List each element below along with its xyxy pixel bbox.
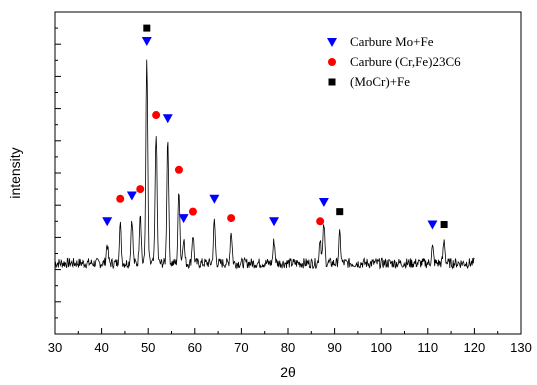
- legend-marker: [327, 38, 337, 47]
- x-ticks: 30 40 50 60 70 80 90 100 110 120 130: [48, 328, 532, 355]
- x-tick-label: 100: [370, 340, 392, 355]
- marker-triangle-down: [102, 217, 113, 227]
- x-axis-label: 2θ: [280, 364, 296, 380]
- legend-entry: Carbure Mo+Fe: [350, 34, 434, 49]
- marker-circle: [316, 217, 325, 226]
- marker-triangle-down: [318, 197, 329, 207]
- marker-square: [336, 208, 344, 216]
- y-axis-label: intensity: [7, 147, 23, 198]
- x-tick-label: 110: [417, 340, 438, 355]
- marker-triangle-down: [269, 217, 280, 227]
- marker-circle: [116, 194, 125, 203]
- marker-triangle-down: [141, 36, 152, 46]
- legend: Carbure Mo+Fe Carbure (Cr,Fe)23C6 (MoCr)+F…: [327, 34, 461, 89]
- marker-triangle-down: [162, 114, 173, 124]
- marker-triangle-down: [427, 220, 438, 230]
- y-ticks: [55, 27, 61, 319]
- marker-triangle-down: [209, 194, 220, 204]
- marker-triangle-down: [126, 191, 137, 201]
- marker-triangle-down: [178, 214, 189, 224]
- x-tick-label: 130: [510, 340, 532, 355]
- marker-circle: [227, 214, 236, 223]
- x-tick-label: 70: [234, 340, 248, 355]
- x-tick-label: 50: [141, 340, 155, 355]
- x-tick-label: 90: [327, 340, 341, 355]
- legend-entry: Carbure (Cr,Fe)23C6: [350, 54, 461, 69]
- x-tick-label: 40: [94, 340, 108, 355]
- x-tick-label: 30: [48, 340, 62, 355]
- peak-markers: [102, 24, 448, 230]
- legend-marker: [328, 58, 336, 66]
- x-tick-label: 60: [188, 340, 202, 355]
- x-tick-label: 120: [464, 340, 486, 355]
- marker-circle: [188, 207, 197, 216]
- marker-circle: [152, 111, 161, 120]
- marker-circle: [174, 165, 183, 174]
- xrd-pattern-line: [54, 59, 475, 270]
- x-tick-label: 80: [281, 340, 295, 355]
- marker-square: [143, 24, 151, 32]
- marker-circle: [136, 185, 145, 194]
- legend-marker: [328, 78, 336, 86]
- marker-square: [440, 221, 448, 229]
- legend-entry: (MoCr)+Fe: [350, 74, 410, 89]
